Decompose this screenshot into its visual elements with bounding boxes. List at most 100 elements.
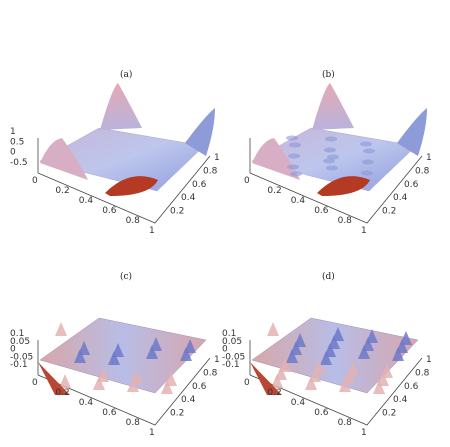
x-tick-label: 0 <box>32 378 38 388</box>
panel-label: (c) <box>120 271 132 282</box>
ridge <box>313 360 325 374</box>
x-tick-label: 0.8 <box>126 418 141 428</box>
x-tick-label: 0.8 <box>338 216 353 226</box>
ridge <box>373 380 385 394</box>
surface <box>250 317 419 395</box>
y-tick-label: 0.4 <box>181 395 196 405</box>
surface <box>39 83 215 196</box>
panel-b: (b) 0 0.2 0.4 0.6 0.8 1 0.2 0.4 0.6 0.8 1 <box>244 69 432 236</box>
x-tick-label: 0.4 <box>291 196 306 206</box>
y-tick-label: 0.2 <box>382 207 396 217</box>
x-tick-label: 0.6 <box>314 408 329 418</box>
ripple <box>324 147 336 153</box>
y-tick-label: 1 <box>214 153 220 163</box>
z-tick-label: 0.1 <box>10 329 24 339</box>
y-tick-label: 1 <box>214 355 220 365</box>
ridge <box>275 366 287 380</box>
ridge <box>381 364 393 378</box>
y-tick-label: 0.8 <box>203 368 218 378</box>
peak-left <box>252 138 300 180</box>
ridge <box>78 341 90 355</box>
ripple <box>363 148 375 154</box>
peak-right <box>397 108 427 156</box>
x-tick-label: 0.6 <box>314 206 329 216</box>
front-shadow <box>38 362 70 395</box>
z-tick-label: 1 <box>10 127 16 137</box>
ridge <box>59 374 71 388</box>
base-axes <box>249 155 423 224</box>
ripple <box>327 154 339 160</box>
panel-c: (c)00.20.40.60.810.20.40.60.81-0.1-0.050… <box>10 271 220 438</box>
z-tick-label: 0.05 <box>10 337 30 347</box>
ridge <box>127 378 139 392</box>
z-tick-label: -0.5 <box>10 158 28 168</box>
x-tick-label: 0 <box>244 378 250 388</box>
ridge <box>400 331 412 345</box>
peak-right <box>185 108 215 156</box>
ridge <box>362 337 374 351</box>
y-tick-label: 0.8 <box>203 166 218 176</box>
ripple <box>325 136 337 142</box>
x-tick-label: 0.6 <box>102 408 117 418</box>
z-tick-label: 0 <box>222 345 228 355</box>
base-axes <box>37 357 211 426</box>
ripple <box>290 171 302 177</box>
x-tick-label: 0.4 <box>79 196 94 206</box>
ridge <box>328 335 340 349</box>
z-tick-label: -0.1 <box>10 360 28 370</box>
ridge <box>146 345 158 359</box>
ridge <box>366 329 378 343</box>
dip <box>105 176 158 196</box>
ridge <box>286 349 298 363</box>
z-tick-label: 0.5 <box>10 137 24 147</box>
y-tick-label: 0.2 <box>170 409 184 419</box>
panel-label: (d) <box>322 271 335 282</box>
ridge <box>294 333 306 347</box>
ridge <box>184 339 196 353</box>
y-tick-label: 0.6 <box>404 180 419 190</box>
ridge <box>320 351 332 365</box>
x-tick-label: 0 <box>244 176 250 186</box>
ripple <box>288 153 300 159</box>
ridge <box>309 368 321 382</box>
x-tick-label: 0.4 <box>79 398 94 408</box>
y-tick-label: 0.2 <box>170 207 184 217</box>
ridge <box>180 347 192 361</box>
x-tick-label: 0.2 <box>55 388 69 398</box>
x-tick-label: 0.2 <box>267 388 281 398</box>
ridge <box>396 339 408 353</box>
ridge <box>93 376 105 390</box>
x-tick-label: 1 <box>361 428 367 438</box>
base-axes <box>37 155 211 224</box>
ridge <box>267 322 279 336</box>
ripple <box>361 170 373 176</box>
ridge <box>165 372 177 386</box>
base-axes <box>249 357 423 426</box>
surface <box>251 83 427 196</box>
front-shadow <box>250 362 282 395</box>
ridge <box>74 349 86 363</box>
ripple <box>289 142 301 148</box>
y-tick-label: 0.4 <box>393 193 408 203</box>
y-tick-label: 1 <box>426 153 432 163</box>
z-tick-label: 0 <box>10 148 16 158</box>
ridge <box>112 343 124 357</box>
z-tick-label: -0.05 <box>10 352 33 362</box>
panel-d: (d)00.20.40.60.810.20.40.60.81-0.1-0.050… <box>222 271 432 438</box>
x-tick-label: 0.2 <box>267 186 281 196</box>
x-tick-label: 0.2 <box>55 186 69 196</box>
ripple <box>323 158 335 164</box>
panel-label: (b) <box>322 69 335 80</box>
ripple <box>287 164 299 170</box>
y-tick-label: 0.6 <box>192 180 207 190</box>
ridge <box>347 362 359 376</box>
z-tick-label: -0.1 <box>222 360 240 370</box>
ridge <box>358 345 370 359</box>
z-tick-label: -0.05 <box>222 352 245 362</box>
ridge <box>131 370 143 384</box>
ridge <box>279 358 291 372</box>
y-tick-label: 0.6 <box>404 382 419 392</box>
dip <box>317 176 370 196</box>
y-tick-label: 0.2 <box>382 409 396 419</box>
ridge <box>161 380 173 394</box>
